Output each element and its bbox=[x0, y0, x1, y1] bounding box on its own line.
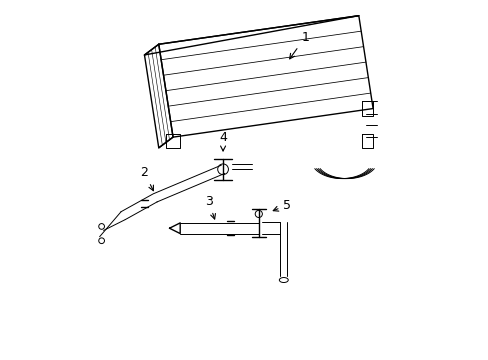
Polygon shape bbox=[169, 223, 180, 234]
Text: 2: 2 bbox=[140, 166, 153, 191]
Text: 4: 4 bbox=[219, 131, 226, 151]
Text: 1: 1 bbox=[289, 31, 308, 59]
Text: 3: 3 bbox=[204, 195, 215, 219]
Text: 5: 5 bbox=[273, 198, 291, 212]
